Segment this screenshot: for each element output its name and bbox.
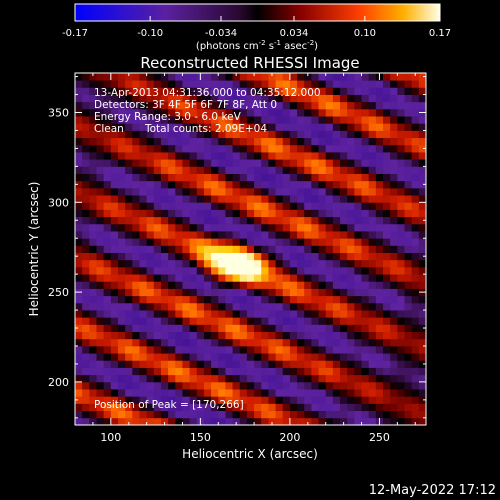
colorbar-tick-label: -0.17 bbox=[62, 28, 88, 39]
colorbar-tick-label: 0.034 bbox=[280, 28, 309, 39]
x-axis-label: Heliocentric X (arcsec) bbox=[182, 447, 318, 461]
colorbar bbox=[74, 3, 441, 22]
y-tick-label: 300 bbox=[48, 196, 69, 209]
colorbar-tick-label: 0.10 bbox=[354, 28, 376, 39]
annotation-detectors: Detectors: 3F 4F 5F 6F 7F 8F, Att 0 bbox=[94, 99, 277, 111]
colorbar-tick-label: 0.17 bbox=[429, 28, 451, 39]
colorbar-unit-label: (photons cm-2 s-1 asec-2) bbox=[196, 39, 318, 52]
colorbar-ticks: -0.17 -0.10 -0.034 0.034 0.10 0.17 bbox=[62, 16, 451, 39]
rhessi-image bbox=[75, 73, 426, 425]
y-tick-label: 350 bbox=[48, 107, 69, 120]
y-tick-label: 250 bbox=[48, 286, 69, 299]
axis-ticks: 100 150 200 250 200 250 300 350 bbox=[48, 73, 426, 444]
y-axis-label: Heliocentric Y (arcsec) bbox=[27, 182, 41, 317]
colorbar-tick-label: -0.034 bbox=[205, 28, 237, 39]
image-annotations: 13-Apr-2013 04:31:36.000 to 04:35:12.000… bbox=[94, 87, 321, 411]
annotation-energy-range: Energy Range: 3.0 - 6.0 keV bbox=[94, 111, 242, 123]
x-tick-label: 200 bbox=[279, 431, 300, 444]
annotation-method: Clean bbox=[94, 123, 124, 135]
x-tick-label: 100 bbox=[100, 431, 121, 444]
annotation-time-range: 13-Apr-2013 04:31:36.000 to 04:35:12.000 bbox=[94, 87, 321, 99]
plot-frame bbox=[74, 72, 427, 426]
footer-date: 12-May-2022 17:12 bbox=[369, 483, 496, 498]
x-tick-label: 250 bbox=[369, 431, 390, 444]
x-tick-label: 150 bbox=[190, 431, 211, 444]
annotation-peak-position: Position of Peak = [170,266] bbox=[94, 399, 244, 411]
plot-title: Reconstructed RHESSI Image bbox=[140, 54, 359, 72]
y-tick-label: 200 bbox=[48, 376, 69, 389]
annotation-total-counts: Total counts: 2.09E+04 bbox=[144, 123, 267, 135]
colorbar-tick-label: -0.10 bbox=[137, 28, 163, 39]
